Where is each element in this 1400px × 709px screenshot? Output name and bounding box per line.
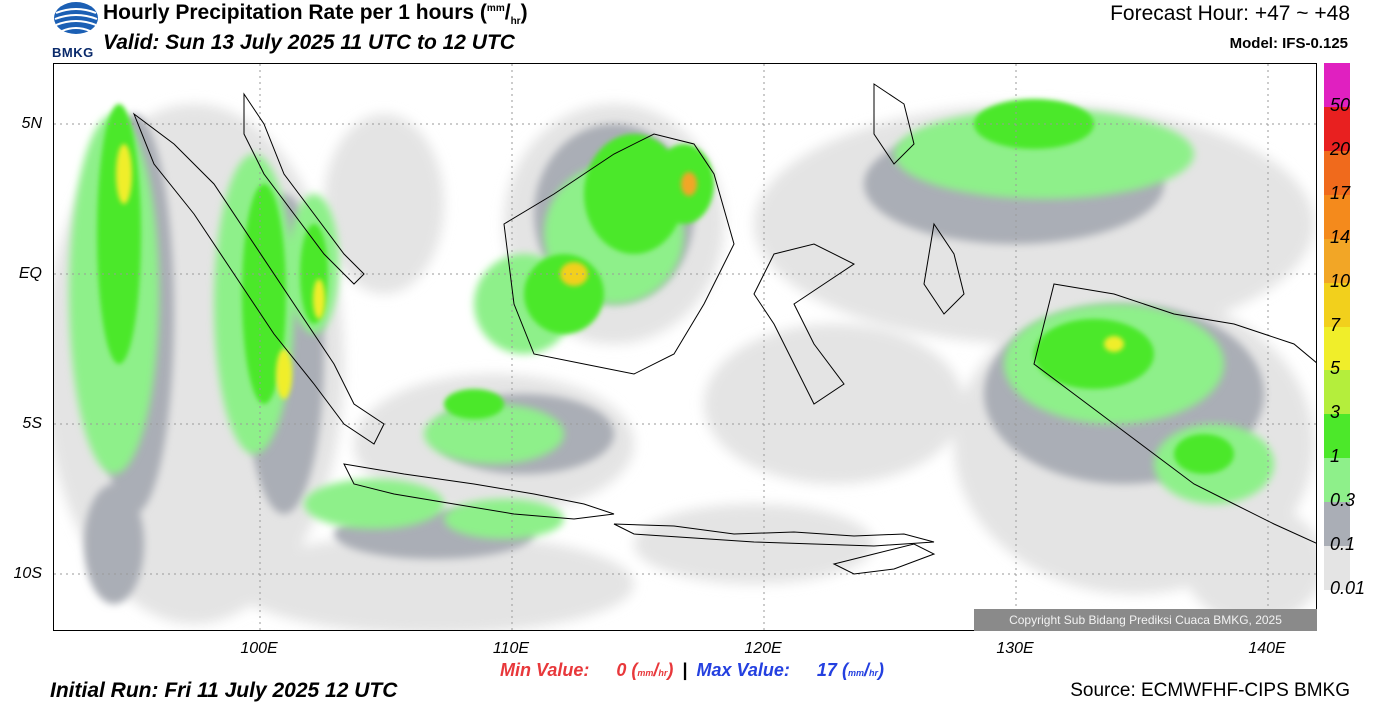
bmkg-logo-icon (54, 2, 98, 34)
legend-label: 0.1 (1330, 534, 1356, 555)
legend-label: 14 (1330, 226, 1351, 247)
legend-label: 20 (1330, 138, 1351, 159)
lon-tick-140e: 140E (1248, 640, 1286, 657)
legend-label: 3 (1330, 402, 1341, 423)
copyright-note: Copyright Sub Bidang Prediksi Cuaca BMKG… (974, 609, 1317, 631)
lon-tick-130e: 130E (996, 640, 1034, 657)
legend-label: 17 (1330, 182, 1351, 203)
timor-coast (832, 543, 936, 575)
legend-swatch (1324, 546, 1350, 591)
color-legend (1324, 63, 1350, 591)
initial-run: Initial Run: Fri 11 July 2025 12 UTC (50, 679, 398, 702)
legend-label: 10 (1330, 270, 1351, 291)
lat-tick-5s: 5S (22, 415, 42, 432)
forecast-hour: Forecast Hour: +47 ~ +48 (1110, 2, 1350, 25)
legend-swatch (1324, 150, 1350, 196)
legend-swatch (1324, 63, 1350, 108)
legend-label: 1 (1330, 446, 1341, 467)
legend-swatch (1324, 282, 1350, 327)
legend-swatch (1324, 194, 1350, 240)
papua-coast (1033, 283, 1316, 544)
legend-swatch (1324, 414, 1350, 459)
min-max-values: Min Value: 0 (mm/hr) | Max Value: 17 (mm… (500, 660, 884, 680)
lat-tick-5n: 5N (21, 115, 42, 132)
min-label: Min Value: (500, 660, 590, 680)
max-label: Max Value: (696, 660, 790, 680)
legend-swatch (1324, 238, 1350, 284)
min-max-separator: | (682, 660, 688, 680)
legend-swatch (1324, 326, 1350, 371)
sulawesi-coast (753, 243, 855, 405)
legend-label: 0.01 (1330, 578, 1366, 598)
precip-cores (116, 144, 1124, 399)
precipitation-map (53, 63, 1317, 631)
lon-tick-120e: 120E (744, 640, 782, 657)
logo-text: BMKG (52, 45, 94, 60)
data-source: Source: ECMWFHF-CIPS BMKG (1070, 680, 1350, 701)
legend-swatch (1324, 458, 1350, 503)
nusa-tenggara-coast (613, 523, 935, 547)
legend-swatch (1324, 106, 1350, 152)
max-value: 17 (816, 660, 837, 680)
sumatra-coast (132, 112, 385, 445)
map-canvas (54, 64, 1316, 630)
min-value: 0 (616, 660, 627, 680)
legend-label: 0.3 (1330, 490, 1356, 511)
lat-tick-eq: EQ (18, 265, 42, 282)
lon-tick-110e: 110E (492, 640, 530, 657)
valid-time: Valid: Sun 13 July 2025 11 UTC to 12 UTC (103, 31, 515, 54)
graticule (54, 64, 1316, 630)
malay-coast (243, 92, 365, 285)
legend-label: 7 (1330, 314, 1341, 335)
maluku-coast (923, 222, 965, 315)
philippines-coast (873, 83, 915, 165)
model-name: Model: IFS-0.125 (1229, 35, 1348, 52)
lon-tick-100e: 100E (240, 640, 278, 657)
legend-label: 50 (1330, 94, 1351, 115)
legend-swatch (1324, 502, 1350, 547)
legend-swatch (1324, 370, 1350, 415)
chart-title: Hourly Precipitation Rate per 1 hours (m… (103, 1, 528, 28)
precip-green (97, 99, 1234, 474)
lat-tick-10s: 10S (13, 565, 42, 582)
borneo-coast (503, 133, 735, 375)
legend-label: 5 (1330, 358, 1341, 379)
coastlines (132, 83, 1316, 575)
java-coast (343, 463, 615, 520)
